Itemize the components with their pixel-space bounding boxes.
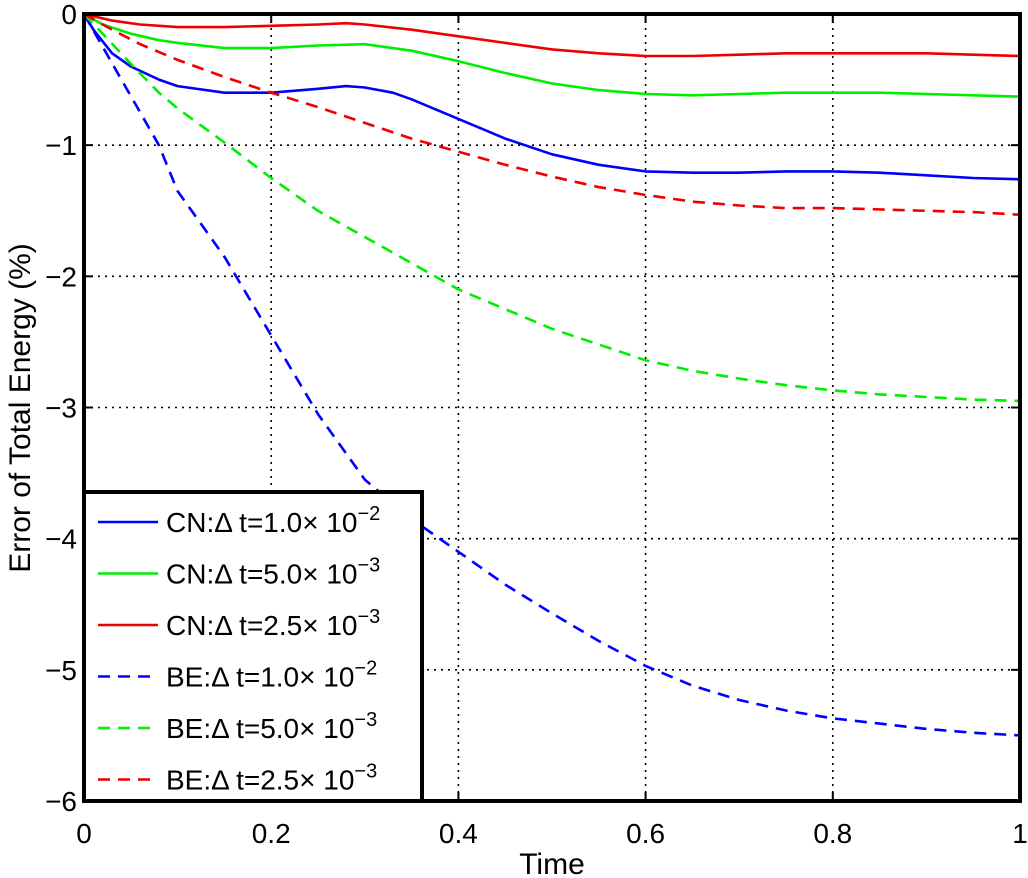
series-line-1 bbox=[84, 14, 1020, 181]
y-tick-label: 0 bbox=[61, 0, 77, 30]
legend-label-6: BE:Δ t=2.5× 10−3 bbox=[166, 761, 377, 796]
series-line-4 bbox=[84, 14, 1020, 737]
legend-box bbox=[82, 490, 424, 803]
legend: CN:Δ t=1.0× 10−2 CN:Δ t=5.0× 10−3 CN:Δ t=2… bbox=[82, 490, 424, 803]
series-line-5 bbox=[84, 14, 1020, 403]
x-tick-label: 0 bbox=[76, 818, 92, 849]
legend-label-2: CN:Δ t=5.0× 10−3 bbox=[166, 555, 380, 590]
y-tick-label: −3 bbox=[45, 393, 77, 424]
legend-label-5: BE:Δ t=5.0× 10−3 bbox=[166, 709, 377, 744]
axis-ticks: 0 0.2 0.4 0.6 0.8 1 0 −1 −2 −3 −4 −5 −6 bbox=[45, 0, 1028, 849]
series-lines bbox=[84, 14, 1020, 737]
y-tick-label: −6 bbox=[45, 786, 77, 817]
series-line-2 bbox=[84, 14, 1020, 98]
series-line-3 bbox=[84, 14, 1020, 58]
legend-label-1: CN:Δ t=1.0× 10−2 bbox=[166, 503, 380, 538]
y-tick-label: −4 bbox=[45, 524, 77, 555]
x-axis-label: Time bbox=[519, 848, 585, 878]
x-tick-label: 0.6 bbox=[626, 818, 665, 849]
series-line-6 bbox=[84, 14, 1020, 216]
y-tick-label: −5 bbox=[45, 655, 77, 686]
y-axis-label: Error of Total Energy (%) bbox=[4, 243, 37, 573]
x-tick-label: 1 bbox=[1012, 818, 1028, 849]
y-tick-label: −1 bbox=[45, 130, 77, 161]
x-tick-label: 0.2 bbox=[252, 818, 291, 849]
x-tick-label: 0.4 bbox=[439, 818, 478, 849]
legend-label-4: BE:Δ t=1.0× 10−2 bbox=[166, 658, 377, 693]
x-tick-label: 0.8 bbox=[813, 818, 852, 849]
y-tick-label: −2 bbox=[45, 261, 77, 292]
legend-label-3: CN:Δ t=2.5× 10−3 bbox=[166, 606, 380, 641]
